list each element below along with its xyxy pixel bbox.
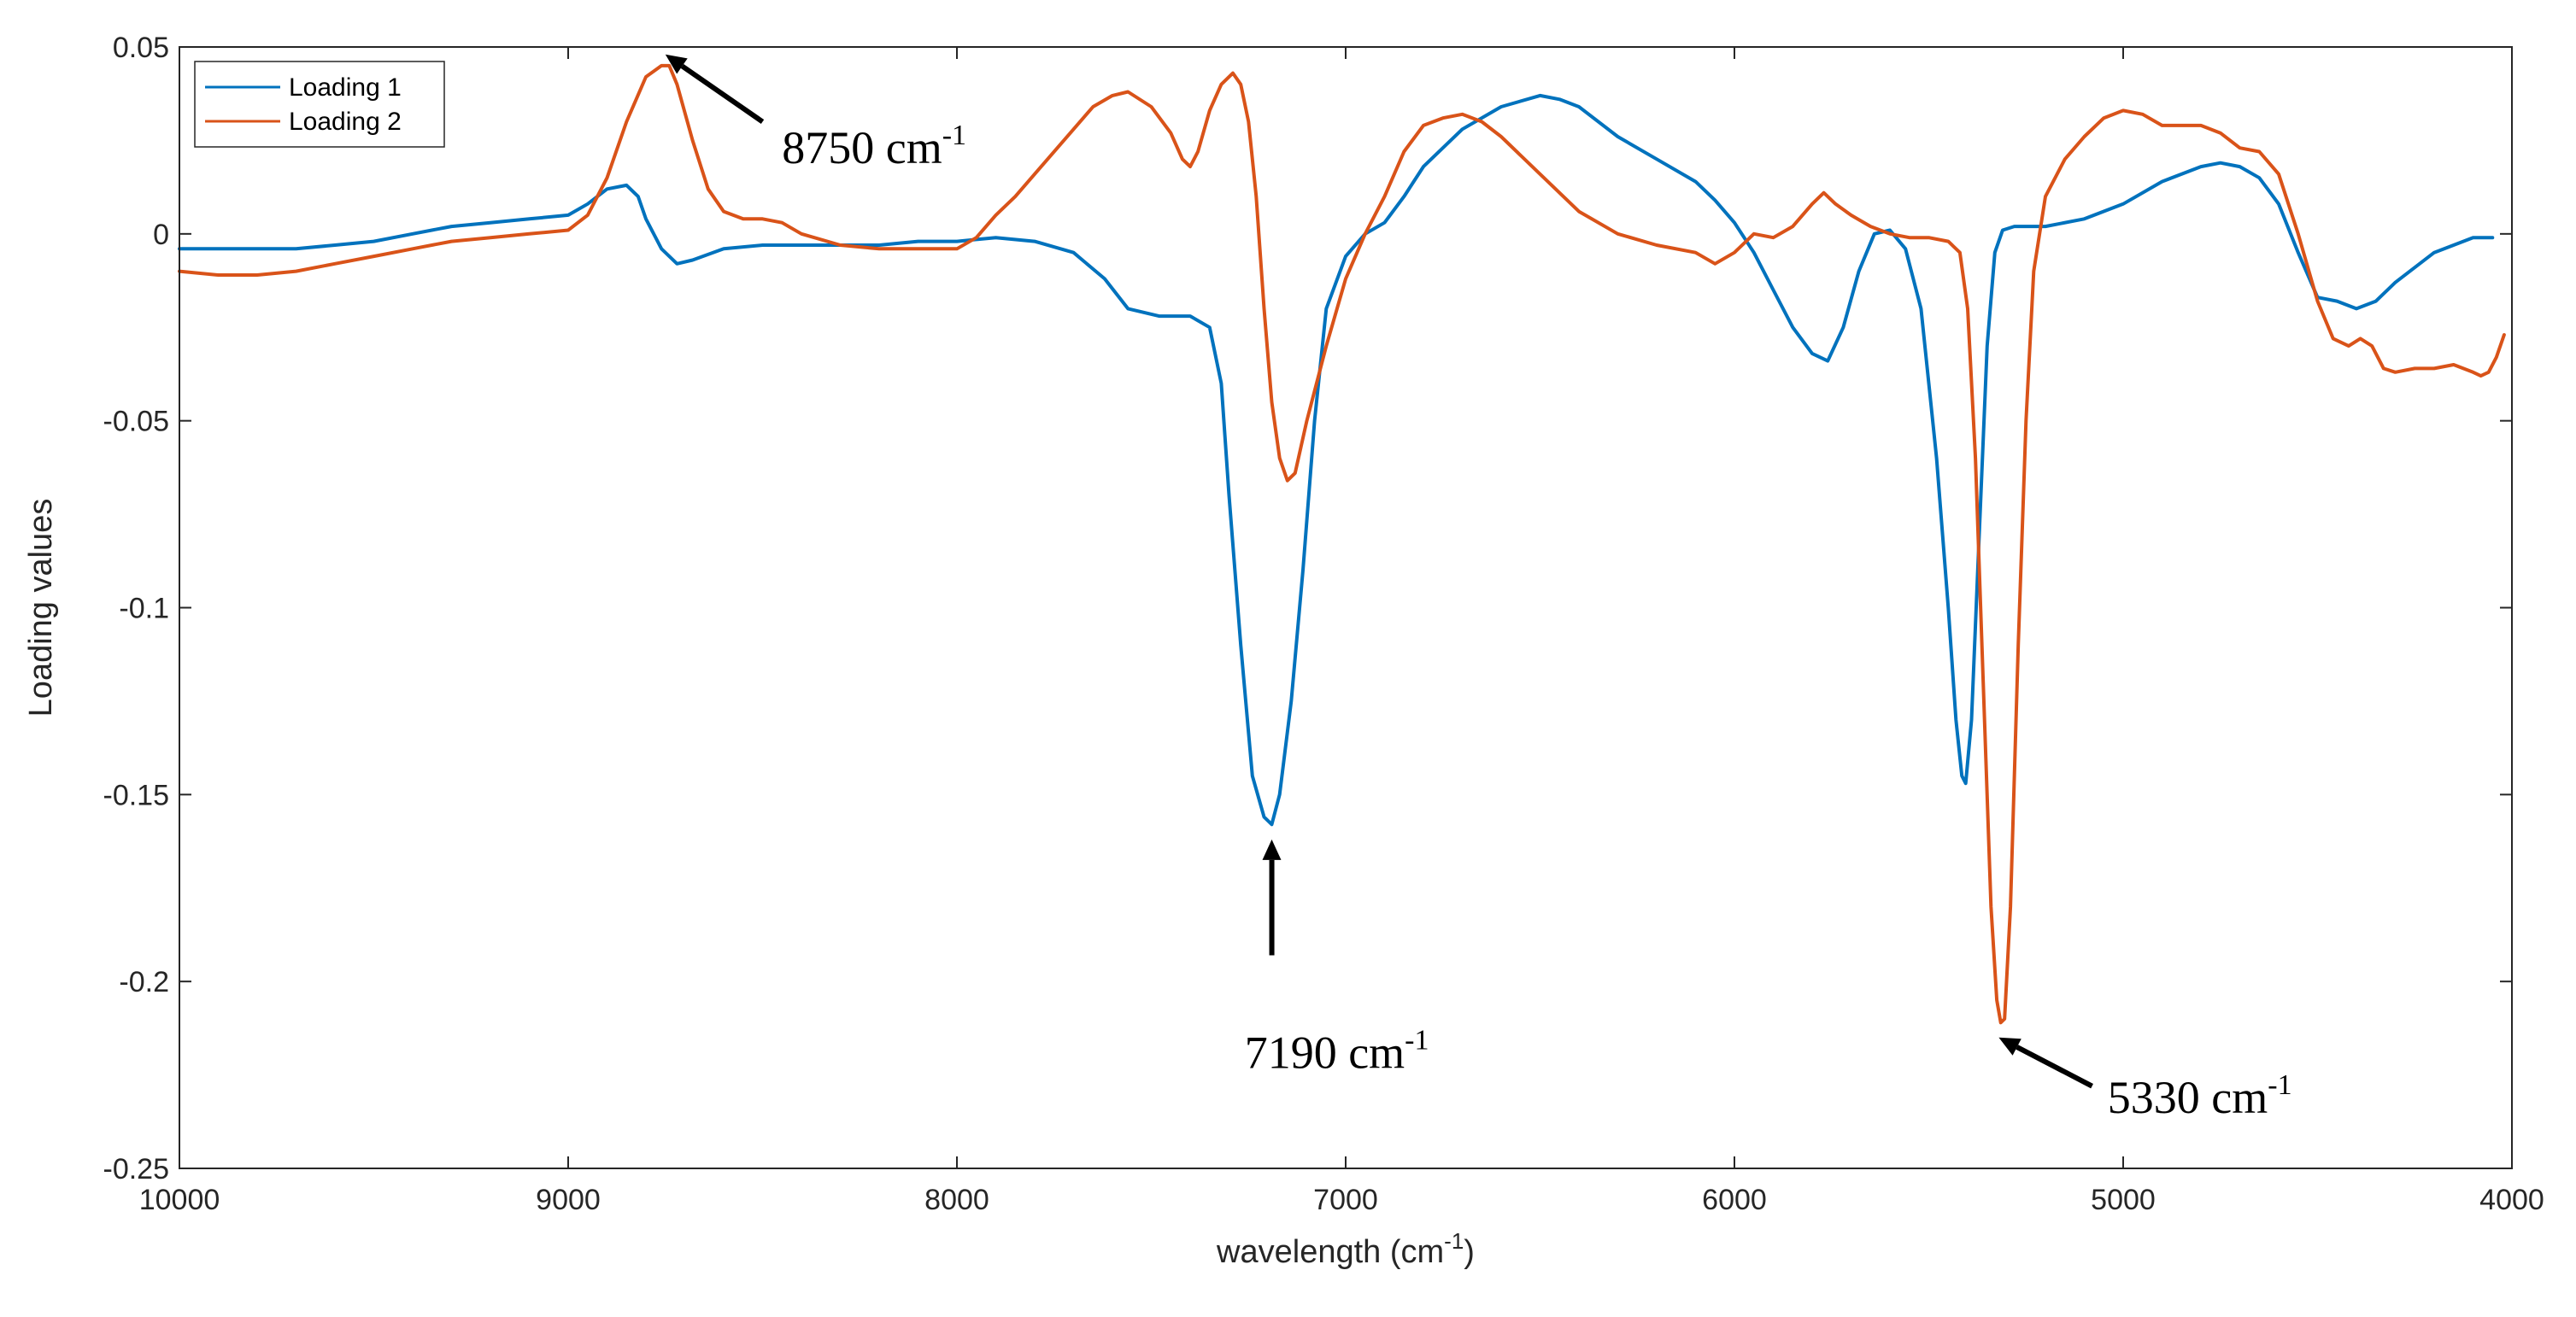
annotation-label-main: 5330 cm xyxy=(2108,1072,2268,1123)
x-axis-title-sup: -1 xyxy=(1444,1228,1464,1254)
axis-ticks: 10000 9000 8000 7000 6000 5000 4000 0.05 0 -0.05 -… xyxy=(103,32,2544,1216)
annotation-arrow-shaft xyxy=(2016,1045,2093,1089)
annotation-label-sup: -1 xyxy=(2268,1069,2291,1101)
x-axis-title-tail: ) xyxy=(1464,1234,1475,1270)
x-tick-label: 6000 xyxy=(1702,1184,1767,1216)
annotation-label-sup: -1 xyxy=(1405,1024,1429,1056)
annotation-label-main: 8750 cm xyxy=(782,122,942,173)
x-tick-label: 8000 xyxy=(924,1184,989,1216)
y-axis-title: Loading values xyxy=(23,499,59,717)
x-axis-title-main: wavelength (cm xyxy=(1216,1234,1444,1270)
x-tick-label: 10000 xyxy=(139,1184,220,1216)
legend: Loading 1 Loading 2 xyxy=(194,61,445,148)
annotation-arrow-head xyxy=(665,54,688,74)
annotation-label-main: 7190 cm xyxy=(1245,1027,1405,1078)
y-tick-label: -0.25 xyxy=(103,1153,170,1185)
annotation-label: 7190 cm-1 xyxy=(1245,1024,1429,1078)
legend-box xyxy=(194,61,445,148)
plot-area-frame xyxy=(179,46,2513,1169)
series-line-loading-2 xyxy=(178,63,2506,1025)
x-tick-label: 7000 xyxy=(1313,1184,1378,1216)
y-tick-label: 0 xyxy=(153,219,169,251)
y-tick-label: -0.1 xyxy=(119,593,169,625)
x-axis-title: wavelength (cm-1) xyxy=(1216,1228,1475,1270)
x-tick-label: 9000 xyxy=(536,1184,601,1216)
annotation-arrow-shaft xyxy=(680,63,765,124)
series-layer xyxy=(178,63,2506,1025)
legend-label-loading-1: Loading 1 xyxy=(289,73,402,102)
x-tick-label: 4000 xyxy=(2479,1184,2544,1216)
series-line-loading-1 xyxy=(178,93,2495,827)
x-tick-label: 5000 xyxy=(2091,1184,2156,1216)
y-tick-label: -0.15 xyxy=(103,779,170,811)
y-tick-label: -0.05 xyxy=(103,406,170,438)
y-tick-label: -0.2 xyxy=(119,966,169,998)
annotation-label-sup: -1 xyxy=(942,120,966,151)
annotation-label: 8750 cm-1 xyxy=(782,120,966,173)
legend-label-loading-2: Loading 2 xyxy=(289,108,402,136)
annotation-label: 5330 cm-1 xyxy=(2108,1069,2292,1123)
annotation-arrow-head xyxy=(1998,1037,2021,1056)
annotation-arrow-head xyxy=(1262,839,1282,860)
y-tick-label: 0.05 xyxy=(113,32,169,64)
